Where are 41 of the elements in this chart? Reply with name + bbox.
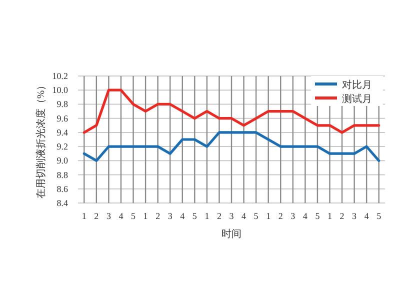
x-tick-label: 2 <box>216 211 222 221</box>
x-tick-label: 1 <box>204 211 210 221</box>
x-tick-label: 5 <box>315 211 320 221</box>
x-tick-label: 5 <box>192 211 198 221</box>
x-tick-label: 3 <box>229 211 234 221</box>
x-tick-label: 1 <box>143 211 148 221</box>
legend-label: 对比月 <box>342 79 372 91</box>
legend-label: 测试月 <box>342 93 372 105</box>
x-tick-label: 2 <box>156 211 160 221</box>
y-tick-label: 8.6 <box>56 184 68 194</box>
y-tick-label: 10.2 <box>52 71 68 81</box>
x-tick-label: 3 <box>290 211 296 221</box>
x-axis-title: 时间 <box>222 228 242 240</box>
x-tick-label: 2 <box>340 211 344 221</box>
x-tick-label: 2 <box>94 211 99 221</box>
x-tick-label: 3 <box>168 211 173 221</box>
x-tick-label: 4 <box>242 211 247 221</box>
x-tick-label: 5 <box>376 211 382 221</box>
x-tick-label: 1 <box>327 211 332 221</box>
x-tick-label: 5 <box>131 211 136 221</box>
x-tick-label: 4 <box>118 211 124 221</box>
line-series <box>82 88 380 134</box>
x-tick-label: 3 <box>106 211 112 221</box>
x-tick-label: 4 <box>364 211 370 221</box>
y-tick-label: 8.4 <box>56 198 68 208</box>
x-tick-label: 1 <box>82 211 86 221</box>
x-tick-label: 4 <box>302 211 308 221</box>
x-tick-label: 3 <box>352 211 358 221</box>
y-tick-label: 9.8 <box>56 99 68 110</box>
x-tick-label: 1 <box>266 211 271 221</box>
x-tick-label: 4 <box>180 211 186 221</box>
x-tick-label: 2 <box>278 211 283 221</box>
y-tick-label: 10.0 <box>52 85 68 96</box>
line-series <box>82 131 380 162</box>
y-tick-label: 9.0 <box>56 156 68 166</box>
y-tick-label: 8.8 <box>56 170 68 180</box>
y-tick-label: 9.4 <box>56 127 68 138</box>
y-axis-title: 在用切削液折光浓度（%） <box>35 80 47 199</box>
y-tick-label: 9.6 <box>56 113 68 124</box>
x-tick-label: 5 <box>254 211 259 221</box>
y-tick-label: 9.2 <box>56 142 68 152</box>
